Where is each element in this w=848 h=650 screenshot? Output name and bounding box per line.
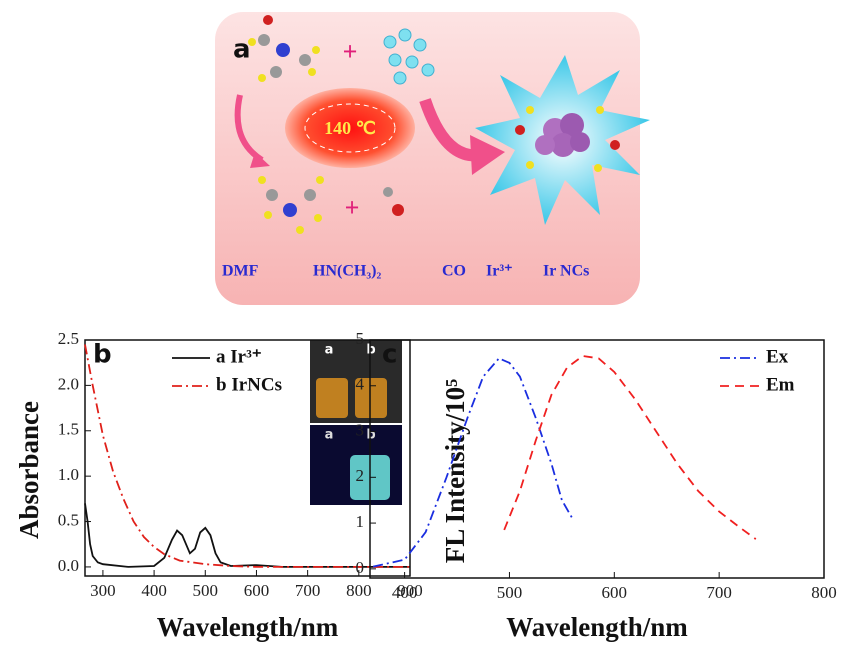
x-tick-label: 400 xyxy=(392,583,418,602)
x-tick-label: 400 xyxy=(141,581,167,600)
inset-label: a xyxy=(325,343,334,358)
y-tick-label: 4 xyxy=(356,375,365,394)
x-tick-label: 300 xyxy=(90,581,116,600)
y-tick-label: 1.5 xyxy=(58,420,79,439)
legend-label: a Ir³⁺ xyxy=(216,346,262,367)
legend-label: b IrNCs xyxy=(216,374,282,395)
x-axis-label: Wavelength/nm xyxy=(157,612,339,642)
plus: + xyxy=(345,193,360,222)
x-tick-label: 800 xyxy=(811,583,837,602)
panel-label: c xyxy=(382,340,397,370)
y-tick-label: 2.5 xyxy=(58,329,79,348)
x-tick-label: 600 xyxy=(244,581,270,600)
x-tick-label: 700 xyxy=(706,583,732,602)
x-tick-label: 600 xyxy=(602,583,628,602)
y-tick-label: 0.5 xyxy=(58,510,79,529)
y-tick-label: 1 xyxy=(356,512,365,531)
series-line xyxy=(504,356,756,539)
y-tick-label: 5 xyxy=(356,329,365,348)
x-tick-label: 500 xyxy=(193,581,219,600)
legend-dmf: DMF xyxy=(222,263,259,280)
x-axis-label: Wavelength/nm xyxy=(506,612,688,642)
x-tick-label: 700 xyxy=(295,581,321,600)
panel-label: b xyxy=(93,340,112,370)
y-tick-label: 0.0 xyxy=(58,556,79,575)
schematic: a 140 ℃ + + DMF HN(CH₃)₂ CO Ir³⁺ xyxy=(215,12,650,305)
y-tick-label: 2.0 xyxy=(58,374,79,393)
x-tick-label: 800 xyxy=(346,581,372,600)
legend-label: Ex xyxy=(766,346,789,367)
legend-label: Em xyxy=(766,374,795,395)
x-tick-label: 500 xyxy=(497,583,523,602)
inset-label: b xyxy=(366,343,375,358)
y-axis-label: FL Intensity/10⁵ xyxy=(440,379,470,563)
y-tick-label: 2 xyxy=(356,466,365,485)
series-line xyxy=(373,358,572,566)
legend-amine: HN(CH₃)₂ xyxy=(313,263,381,280)
plot-frame xyxy=(370,340,824,578)
plus: + xyxy=(343,37,358,66)
temperature: 140 ℃ xyxy=(324,118,376,138)
legend-ir-ion: Ir³⁺ xyxy=(486,263,513,280)
y-tick-label: 3 xyxy=(356,420,365,439)
y-axis-label: Absorbance xyxy=(14,401,44,539)
figure: a 140 ℃ + + DMF HN(CH₃)₂ CO Ir³⁺ xyxy=(0,0,848,645)
y-tick-label: 1.0 xyxy=(58,465,79,484)
legend-ir-ncs: Ir NCs xyxy=(543,263,589,280)
inset-label: a xyxy=(325,428,334,443)
legend-co: CO xyxy=(442,263,466,280)
panel-label: a xyxy=(233,35,251,65)
y-tick-label: 0 xyxy=(356,558,365,577)
inset-label: b xyxy=(366,428,375,443)
